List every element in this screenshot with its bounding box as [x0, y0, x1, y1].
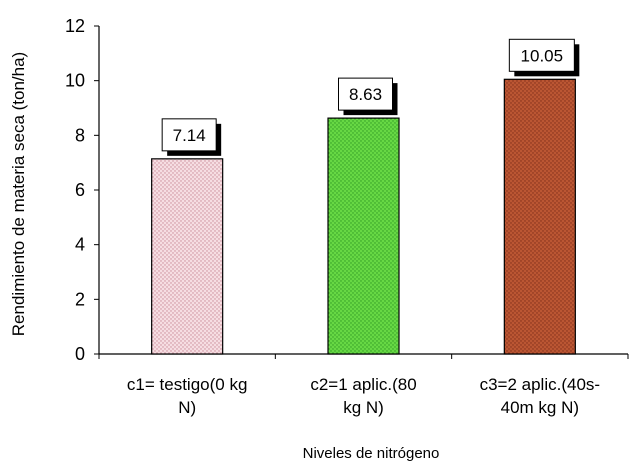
data-label-box — [508, 38, 575, 72]
bars — [151, 78, 576, 355]
y-axis-title: Rendimiento de materia seca (ton/ha) — [9, 52, 28, 336]
data-labels: 7.14 8.63 10.05 — [161, 38, 580, 156]
data-label: 8.63 — [349, 85, 382, 104]
x-tick-label: c1= testigo(0 kg — [127, 375, 248, 394]
data-label-box — [161, 118, 217, 152]
bar — [327, 117, 400, 355]
x-tick-label: N) — [178, 398, 196, 417]
bar — [151, 158, 224, 355]
data-label: 7.14 — [173, 126, 206, 145]
x-tick-label: c3=2 aplic.(40s- — [480, 375, 600, 394]
bar — [503, 78, 576, 355]
data-label-box — [338, 77, 393, 111]
y-tick-label: 4 — [75, 235, 85, 255]
x-tick-label: c2=1 aplic.(80 — [310, 375, 416, 394]
data-label: 10.05 — [521, 46, 564, 65]
x-axis-title: Niveles de nitrógeno — [303, 445, 440, 461]
tick-labels: 0 2 4 6 8 10 12 c1= testigo(0 kg N) c2=1 aplic.(8… — [65, 16, 600, 417]
x-tick-label: kg N) — [343, 398, 384, 417]
y-tick-label: 2 — [75, 289, 85, 309]
x-tick-label: 40m kg N) — [501, 398, 579, 417]
y-tick-label: 6 — [75, 180, 85, 200]
y-tick-label: 12 — [65, 16, 85, 36]
y-tick-label: 10 — [65, 71, 85, 91]
y-tick-label: 0 — [75, 344, 85, 364]
y-tick-label: 8 — [75, 125, 85, 145]
